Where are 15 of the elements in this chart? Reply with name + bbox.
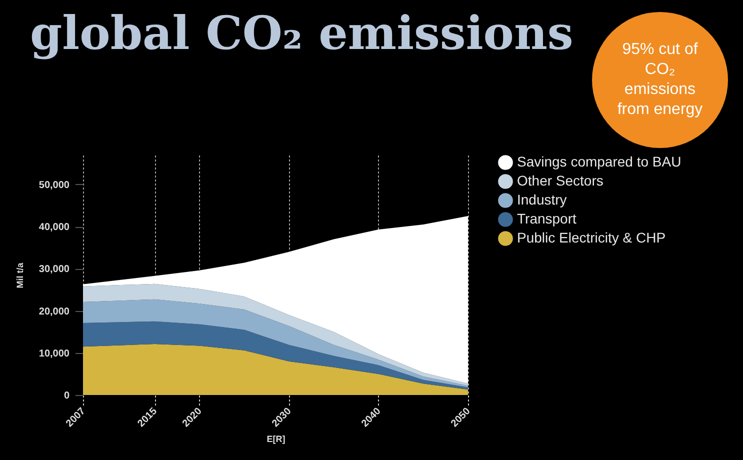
y-tick-label: 20,000 bbox=[38, 306, 70, 318]
legend-label: Other Sectors bbox=[517, 172, 604, 188]
legend-label: Transport bbox=[517, 210, 576, 226]
y-tick-label: 0 bbox=[64, 390, 70, 402]
y-tick-label: 10,000 bbox=[38, 348, 70, 360]
legend-label: Public Electricity & CHP bbox=[517, 230, 666, 246]
y-tick-label: 40,000 bbox=[38, 222, 70, 234]
y-tick-label: 30,000 bbox=[38, 264, 70, 276]
badge: 95% cut of CO₂ emissions from energy bbox=[592, 12, 728, 148]
legend-label: Industry bbox=[517, 192, 567, 208]
y-tick-label: 50,000 bbox=[38, 180, 70, 191]
legend-label: Savings compared to BAU bbox=[517, 154, 682, 170]
chart-title: global CO₂ emissions bbox=[30, 6, 574, 60]
y-axis-title: Mil t/a bbox=[14, 262, 25, 288]
x-axis-title: E[R] bbox=[266, 434, 286, 444]
